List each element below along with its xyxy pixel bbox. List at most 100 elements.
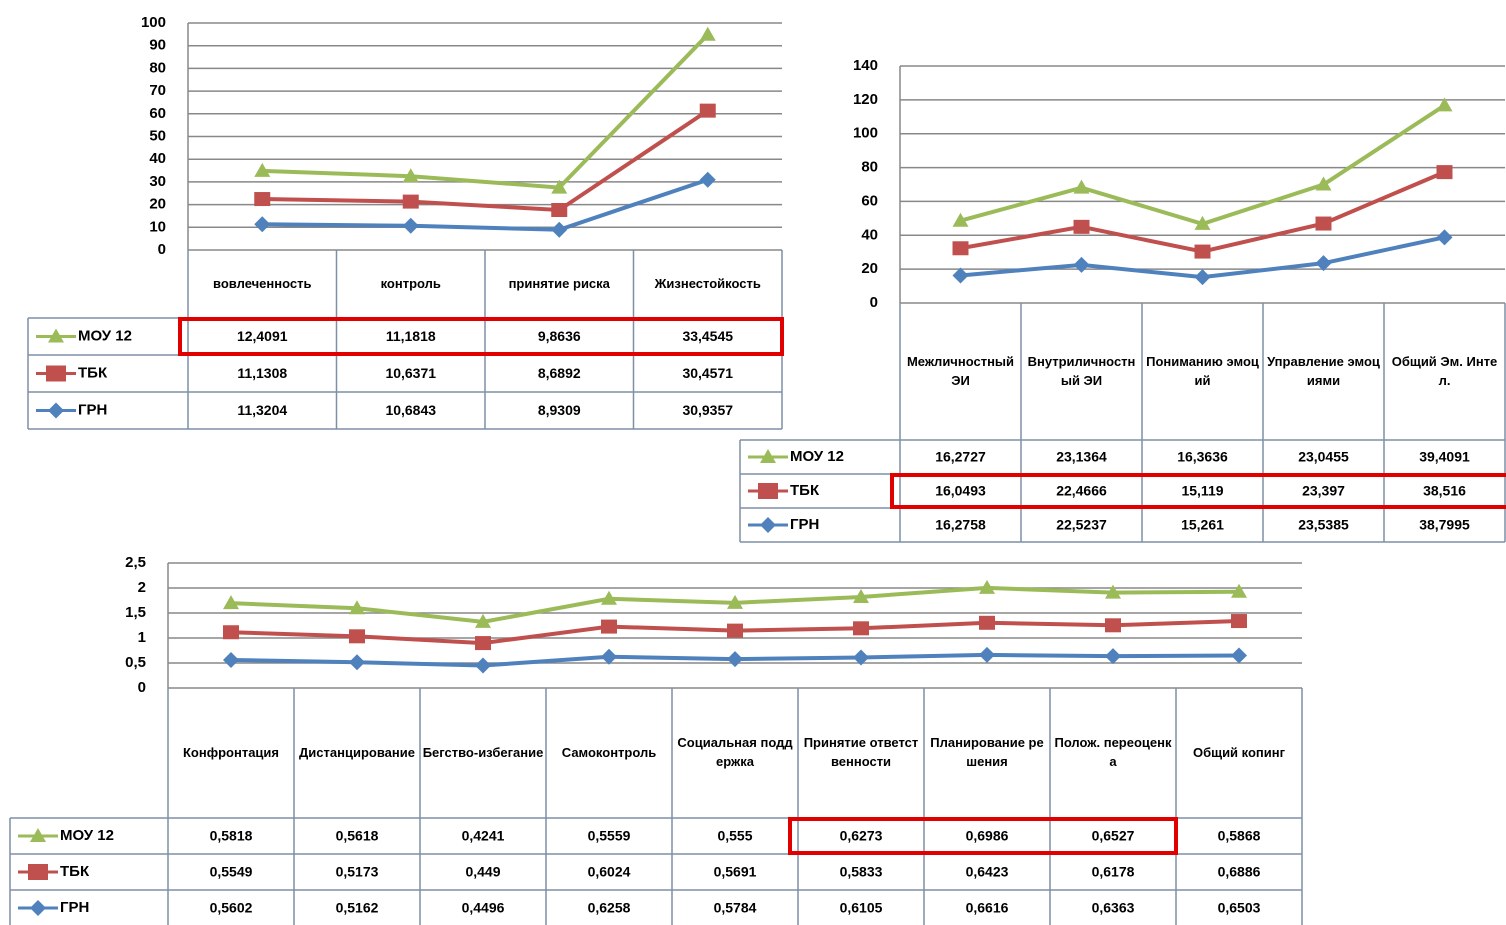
y-tick-label: 0	[138, 679, 146, 696]
table-header: Жизнестойкость	[655, 276, 761, 291]
marker	[1073, 179, 1090, 194]
table-value: 15,119	[1181, 483, 1223, 499]
table-value: 8,9309	[538, 402, 581, 418]
marker	[1073, 256, 1090, 273]
category-label: Полож. переоценка	[1054, 735, 1172, 769]
legend-label: ТБК	[790, 482, 820, 499]
table-value: 0,6986	[966, 828, 1009, 844]
y-tick-label: 50	[149, 127, 166, 144]
y-tick-label: 60	[149, 105, 166, 122]
table-value: 0,6178	[1092, 864, 1135, 880]
marker	[223, 651, 239, 668]
series-line	[262, 108, 709, 213]
highlight-box	[788, 817, 1178, 855]
marker	[475, 657, 491, 674]
y-tick-label: 20	[861, 260, 878, 277]
y-tick-label: 90	[149, 37, 166, 54]
marker	[1194, 244, 1211, 259]
table-value: 16,2727	[935, 449, 986, 465]
table-value: 15,261	[1181, 517, 1224, 533]
category-label: Межличностный ЭИ	[906, 353, 1015, 388]
table-value: 0,6105	[840, 900, 883, 916]
table-header: Конфронтация	[183, 745, 279, 760]
table-value: 10,6843	[385, 402, 436, 418]
legend-label: ТБК	[60, 863, 90, 880]
legend-label: МОУ 12	[78, 327, 132, 344]
table-value: 0,6258	[588, 900, 631, 916]
y-tick-label: 2	[138, 579, 146, 596]
table-value: 23,5385	[1298, 517, 1349, 533]
marker	[1315, 176, 1332, 191]
marker	[979, 615, 995, 630]
table-header: Принятие ответственности	[803, 735, 919, 769]
y-tick-label: 20	[149, 196, 166, 213]
table-value: 0,6423	[966, 864, 1009, 880]
table-value: 16,2758	[935, 517, 986, 533]
table-value: 0,6886	[1218, 864, 1261, 880]
table-value: 11,3204	[237, 402, 287, 418]
table-value: 30,9357	[682, 402, 733, 418]
marker	[853, 621, 869, 636]
marker	[952, 241, 969, 256]
marker	[1436, 229, 1453, 246]
marker	[699, 171, 716, 188]
marker	[1105, 618, 1121, 633]
table-value: 0,4241	[462, 828, 505, 844]
table-value: 0,5618	[336, 828, 379, 844]
category-label: вовлеченность	[213, 275, 312, 291]
chart: 0 0,5 1 1,5 2 2,5 Конфронтация Дистанцирование Б…	[9, 554, 1303, 925]
legend-label: ГРН	[60, 899, 89, 916]
marker	[1436, 97, 1453, 112]
category-label: Дистанцирование	[299, 744, 415, 760]
table-value: 16,0493	[935, 483, 986, 499]
table-value: 0,5833	[840, 864, 883, 880]
legend-label: ГРН	[790, 516, 819, 533]
series-line	[262, 33, 710, 190]
legend-marker	[46, 365, 66, 382]
table-value: 0,5868	[1218, 828, 1261, 844]
y-tick-label: 120	[853, 91, 878, 108]
marker	[1105, 584, 1121, 599]
series-line	[262, 177, 709, 232]
marker	[727, 623, 743, 638]
table-value: 10,6371	[385, 365, 436, 381]
marker	[254, 192, 271, 207]
table-value: 0,5602	[210, 900, 253, 916]
table-header: контроль	[381, 276, 441, 291]
legend-marker	[758, 483, 778, 499]
legend-marker	[48, 402, 64, 419]
category-label: Пониманию эмоций	[1146, 353, 1259, 388]
table-value: 23,397	[1302, 483, 1345, 499]
legend-label: МОУ 12	[790, 448, 844, 465]
category-label: принятие риска	[508, 275, 610, 291]
table-value: 0,5162	[336, 900, 379, 916]
y-tick-label: 10	[149, 218, 166, 235]
category-label: Самоконтроль	[561, 744, 657, 760]
table-value: 38,7995	[1419, 517, 1470, 533]
table-value: 0,6616	[966, 900, 1009, 916]
y-tick-label: 40	[861, 226, 878, 243]
y-tick-label: 60	[861, 192, 878, 209]
table-value: 30,4571	[682, 365, 733, 381]
table-header: принятие риска	[508, 275, 610, 291]
table-header: Самоконтроль	[561, 744, 657, 760]
y-tick-label: 0	[870, 294, 878, 311]
marker	[1073, 219, 1090, 234]
marker	[1436, 165, 1453, 180]
category-label: Принятие ответственности	[803, 735, 919, 769]
table-header: Полож. переоценка	[1054, 735, 1172, 769]
y-tick-label: 40	[149, 150, 166, 167]
category-label: Социальная поддержка	[677, 735, 793, 769]
marker	[699, 26, 716, 41]
table-header: Управление эмоциями	[1267, 354, 1380, 388]
marker	[1105, 648, 1121, 665]
marker	[349, 654, 365, 671]
marker	[727, 651, 743, 668]
table-value: 0,6503	[1218, 900, 1261, 916]
marker	[551, 221, 568, 238]
marker	[979, 646, 995, 663]
category-label: Бегство-избегание	[422, 744, 544, 760]
table-value: 22,5237	[1056, 517, 1107, 533]
marker	[551, 179, 568, 194]
